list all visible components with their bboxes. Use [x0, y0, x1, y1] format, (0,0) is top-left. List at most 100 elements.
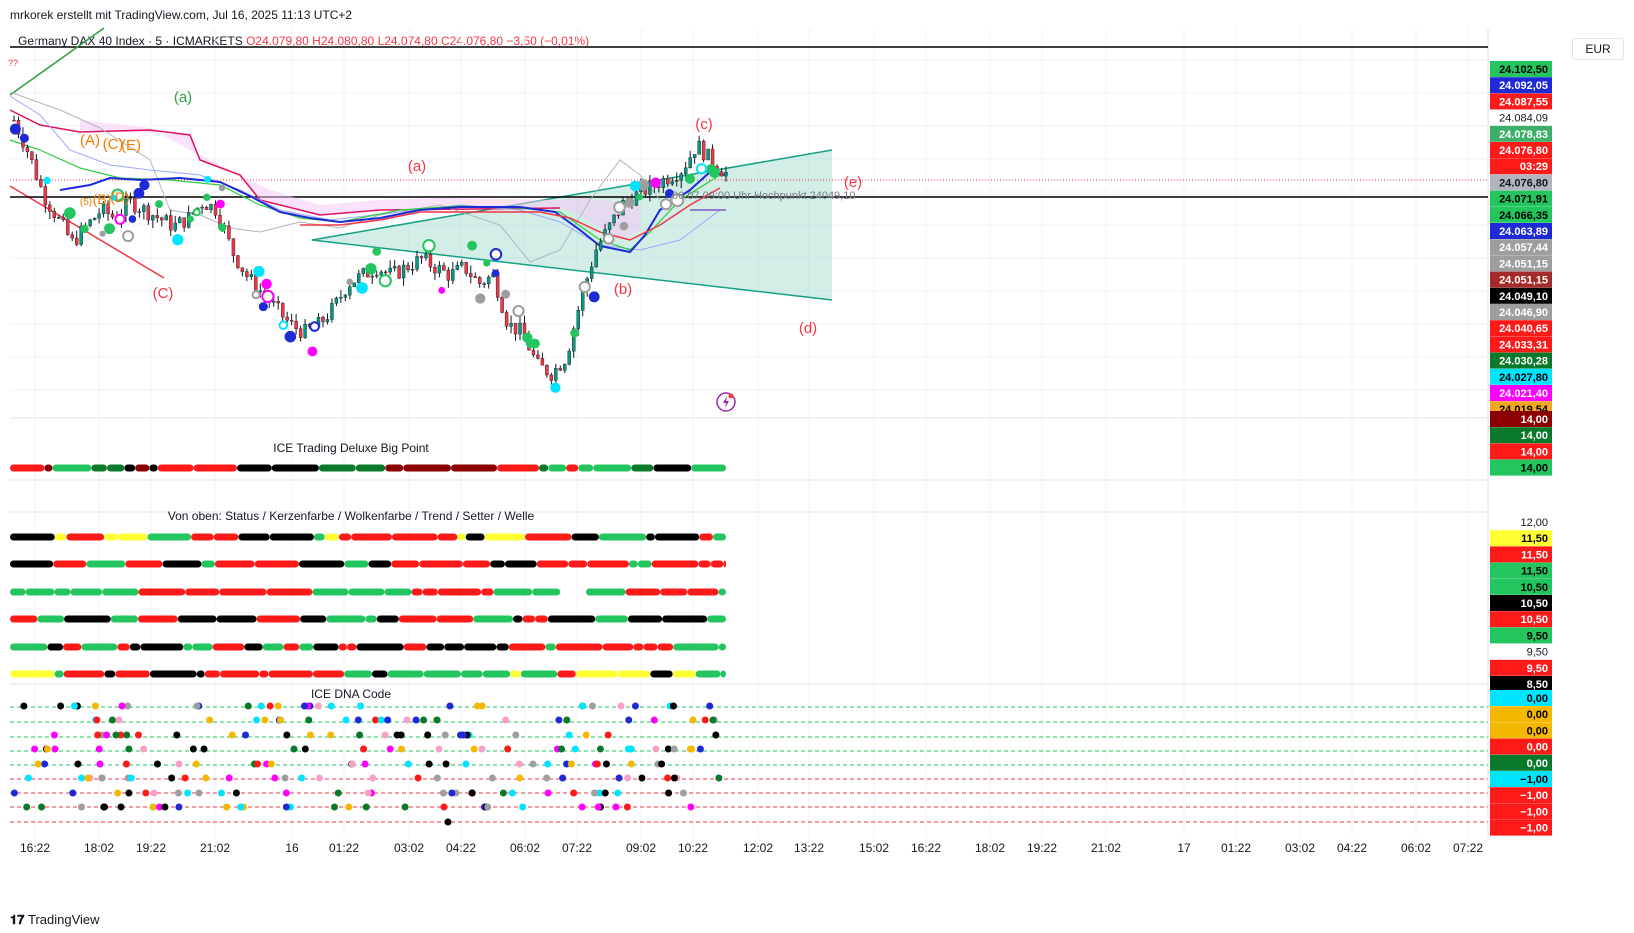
dna-axis-label: 0,00 — [1527, 693, 1548, 705]
indicator-segment — [10, 643, 48, 651]
signal-marker — [525, 339, 535, 349]
dna-dot — [150, 789, 158, 797]
signal-marker — [422, 239, 436, 253]
symbol-legend[interactable]: Germany DAX 40 Index · 5 · ICMARKETS O24… — [18, 34, 589, 48]
dna-axis-label: −1,00 — [1520, 806, 1548, 818]
indicator-segment — [219, 670, 260, 678]
indicator-segment — [391, 560, 420, 568]
candle-body — [692, 154, 697, 158]
dna-dot — [290, 745, 298, 753]
price-axis-label: 24.057,44 — [1499, 242, 1549, 254]
axes-group: 16:22 18:02 19:22 21:02 16 01:22 03:02 04:22 06:… — [20, 61, 1552, 855]
dna-dot — [563, 716, 571, 724]
dna-dot — [108, 716, 116, 724]
candle-body — [616, 214, 621, 217]
candle-body — [57, 217, 61, 219]
indicator-segment — [283, 643, 300, 651]
dna-dot — [544, 789, 552, 797]
currency-selector[interactable]: EUR — [1572, 38, 1624, 60]
rows-axis-label-bg — [1490, 562, 1552, 579]
dna-dot — [112, 731, 120, 739]
indicator-segment — [269, 533, 314, 541]
wave-label: (A) — [80, 132, 100, 149]
dna-dot — [217, 789, 225, 797]
price-axis-label: 24.071,91 — [1499, 194, 1548, 206]
indicator-segment — [713, 533, 726, 541]
signal-marker — [378, 274, 392, 288]
indicator-segment — [52, 464, 92, 472]
indicator-segment — [344, 560, 369, 568]
dna-dot — [470, 745, 478, 753]
x-tick-label: 13:22 — [794, 841, 824, 855]
dna-dot — [709, 716, 717, 724]
price-axis-label-bg — [1490, 385, 1552, 401]
lightning-icon — [716, 392, 736, 412]
rows-axis-label: 11,50 — [1521, 533, 1548, 545]
dna-dot — [595, 789, 603, 797]
dna-dot — [20, 702, 28, 710]
candle-body — [200, 206, 204, 209]
signal-marker — [251, 290, 261, 300]
signal-marker — [636, 193, 644, 201]
indicator-segment — [54, 533, 67, 541]
dna-dot — [43, 745, 51, 753]
indicator-segment — [687, 588, 719, 596]
big-point-axis-label-bg — [1490, 459, 1552, 476]
dna-axis-label-bg — [1490, 690, 1552, 706]
indicator-segment — [259, 670, 269, 678]
signal-marker — [128, 215, 137, 223]
dna-dot — [441, 731, 449, 739]
rows-axis-label: 9,50 — [1527, 630, 1548, 642]
price-axis-label: 24.051,15 — [1499, 275, 1548, 287]
wave-label: (d) — [799, 320, 817, 337]
indicator-segment — [571, 533, 599, 541]
signal-marker — [19, 133, 29, 143]
indicator-segment — [633, 643, 644, 651]
indicator-segment — [124, 464, 136, 472]
indicator-segment — [444, 643, 465, 651]
dna-dot — [484, 803, 492, 811]
dna-dot — [404, 760, 412, 768]
x-tick-label: 09:02 — [626, 841, 656, 855]
indicator-segment — [262, 643, 284, 651]
dna-dot — [515, 760, 523, 768]
candle-body — [710, 148, 715, 167]
x-tick-label: 17 — [1177, 841, 1191, 855]
dna-axis-label-bg — [1490, 803, 1552, 820]
indicator-segment — [149, 464, 158, 472]
indicator-segment — [555, 643, 603, 651]
dna-dot — [200, 745, 208, 753]
indicator-segment — [385, 464, 404, 472]
indicator-segment — [238, 533, 270, 541]
dna-dot — [612, 803, 620, 811]
indicator-segment — [298, 560, 345, 568]
dna-dot — [24, 774, 32, 782]
candle-body — [558, 367, 563, 371]
dna-dot — [593, 760, 601, 768]
candle-body — [469, 273, 473, 277]
dna-dot — [274, 702, 282, 710]
dna-dot — [601, 789, 609, 797]
dna-dot — [232, 789, 240, 797]
indicator-segment — [460, 670, 483, 678]
rows-axis-label-bg — [1490, 659, 1552, 676]
price-axis-label: 24.066,35 — [1499, 210, 1548, 222]
wave-label: (a) — [174, 89, 192, 106]
x-tick-label: 10:22 — [678, 841, 708, 855]
indicator-segment — [346, 643, 357, 651]
dna-axis-label-bg — [1490, 706, 1552, 723]
dna-dot — [478, 702, 486, 710]
dna-dot — [361, 760, 369, 768]
dna-dot — [114, 789, 122, 797]
indicator-segment — [191, 533, 214, 541]
candle-body — [612, 214, 616, 224]
candle-body — [706, 148, 710, 161]
signal-marker — [122, 230, 135, 243]
candle-body — [701, 140, 706, 161]
dna-dot — [51, 745, 59, 753]
indicator-segment — [196, 670, 205, 678]
dna-dot — [261, 716, 269, 724]
candle-body — [240, 267, 245, 272]
signal-marker — [637, 179, 650, 191]
